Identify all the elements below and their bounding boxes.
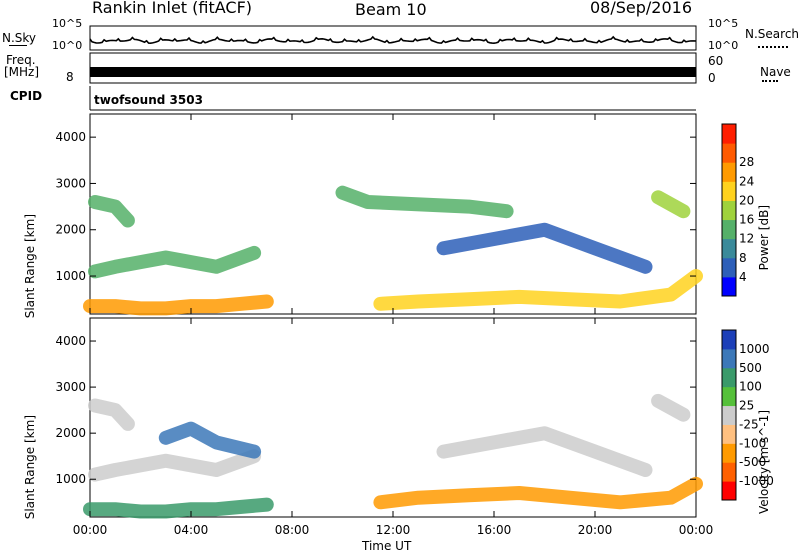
nave-label: Nave — [760, 65, 791, 79]
power-colorbar-swatch-0 — [722, 276, 736, 297]
power-colorbar-swatch-7 — [722, 143, 736, 163]
velocity-series-5 — [651, 393, 691, 422]
nave-legend-line — [762, 80, 778, 82]
freq-tick-left: 8 — [66, 70, 74, 84]
nsearch-label: N.Search — [745, 27, 800, 41]
velocity-ytick-label-0: 1000 — [55, 472, 86, 486]
nsky-trace — [89, 35, 697, 45]
velocity-colorbar-tick-1: 500 — [739, 361, 762, 375]
power-colorbar-swatch-1 — [722, 257, 736, 278]
velocity-colorbar-tick-4: -25 — [739, 417, 759, 431]
nave-tick-bottom: 0 — [708, 71, 716, 85]
power-colorbar-tick-3: 16 — [739, 213, 754, 227]
velocity-ytick-label-2: 3000 — [55, 380, 86, 394]
power-series-6 — [651, 190, 691, 219]
nave-tick-top: 60 — [708, 54, 724, 68]
velocity-colorbar-tick-5: -100 — [739, 436, 766, 450]
velocity-colorbar-tick-3: 25 — [739, 399, 754, 413]
nsky-legend-line — [9, 45, 27, 46]
time-xtick-label-4: 16:00 — [477, 523, 512, 537]
time-xtick-label-1: 04:00 — [174, 523, 209, 537]
power-colorbar-tick-4: 20 — [739, 193, 754, 207]
time-xtick-label-3: 12:00 — [376, 523, 411, 537]
velocity-colorbar-swatch-4 — [722, 405, 736, 425]
station-title: Rankin Inlet (fitACF) — [92, 0, 253, 17]
velocity-series-3 — [373, 476, 703, 510]
velocity-plot-frame — [89, 317, 697, 518]
velocity-colorbar-tick-2: 100 — [739, 380, 762, 394]
velocity-colorbar-swatch-1 — [722, 462, 736, 482]
nsky-tick-bottom-left: 10^0 — [52, 39, 83, 52]
freq-unit-label: [MHz] — [4, 65, 40, 79]
power-colorbar-tick-1: 8 — [739, 251, 747, 265]
nsky-frame — [89, 25, 697, 51]
time-xtick-label-0: 00:00 — [73, 523, 108, 537]
power-colorbar-frame — [721, 123, 737, 297]
power-series-5 — [335, 185, 514, 219]
time-xtick-label-2: 08:00 — [275, 523, 310, 537]
power-colorbar-swatch-2 — [722, 238, 736, 259]
power-ytick-label-3: 4000 — [55, 130, 86, 144]
power-series-3 — [373, 269, 703, 311]
nsky-tick-top-left: 10^5 — [52, 17, 83, 30]
velocity-series-0 — [83, 497, 274, 519]
time-xtick-label-5: 20:00 — [578, 523, 613, 537]
nsky-label: N.Sky — [2, 31, 37, 45]
velocity-colorbar-swatch-2 — [722, 443, 736, 463]
velocity-ytick-label-1: 2000 — [55, 426, 86, 440]
power-ytick-label-2: 3000 — [55, 176, 86, 190]
nsearch-legend-line — [758, 46, 788, 48]
power-series-2 — [88, 195, 135, 228]
power-colorbar-swatch-6 — [722, 162, 736, 182]
power-series-4 — [436, 222, 653, 274]
date-title: 08/Sep/2016 — [590, 0, 693, 17]
power-colorbar-swatch-4 — [722, 200, 736, 221]
freq-label: Freq. — [6, 53, 36, 67]
velocity-colorbar-swatch-0 — [722, 481, 736, 501]
cpid-program: twofsound 3503 — [94, 93, 203, 107]
nsky-tick-top-right: 10^5 — [708, 17, 739, 30]
velocity-series-1 — [88, 449, 262, 482]
velocity-colorbar-swatch-3 — [722, 424, 736, 444]
power-colorbar-swatch-5 — [722, 181, 736, 201]
velocity-colorbar-swatch-7 — [722, 348, 736, 369]
power-ytick-label-1: 2000 — [55, 223, 86, 237]
cpid-label: CPID — [10, 89, 43, 103]
power-ytick-label-0: 1000 — [55, 269, 86, 283]
power-series-1 — [88, 245, 262, 279]
power-colorbar-swatch-8 — [722, 124, 736, 144]
power-series-0 — [83, 294, 274, 316]
velocity-series-4 — [436, 426, 653, 477]
velocity-ytick-label-3: 4000 — [55, 334, 86, 348]
beam-title: Beam 10 — [355, 0, 427, 19]
power-plot-frame — [89, 113, 697, 315]
velocity-colorbar-tick-0: 1000 — [739, 342, 770, 356]
velocity-colorbar-tick-6: -500 — [739, 455, 766, 469]
power-colorbar-tick-5: 24 — [739, 174, 754, 188]
velocity-series-2 — [88, 398, 135, 431]
velocity-colorbar-tick-7: -1000 — [739, 474, 774, 488]
nsky-tick-bottom-right: 10^0 — [708, 39, 739, 52]
freq-band — [90, 67, 696, 77]
time-xlabel: Time UT — [362, 539, 412, 553]
velocity-colorbar-frame — [721, 329, 737, 501]
power-colorbar-swatch-3 — [722, 219, 736, 240]
power-colorbar-tick-0: 4 — [739, 270, 747, 284]
velocity-series-6 — [158, 421, 262, 459]
time-xtick-label-6: 00:00 — [679, 523, 714, 537]
velocity-colorbar-swatch-5 — [722, 386, 736, 407]
velocity-colorbar-swatch-6 — [722, 367, 736, 388]
power-colorbar-tick-6: 28 — [739, 155, 754, 169]
power-colorbar-tick-2: 12 — [739, 232, 754, 246]
velocity-colorbar-swatch-8 — [722, 330, 736, 350]
